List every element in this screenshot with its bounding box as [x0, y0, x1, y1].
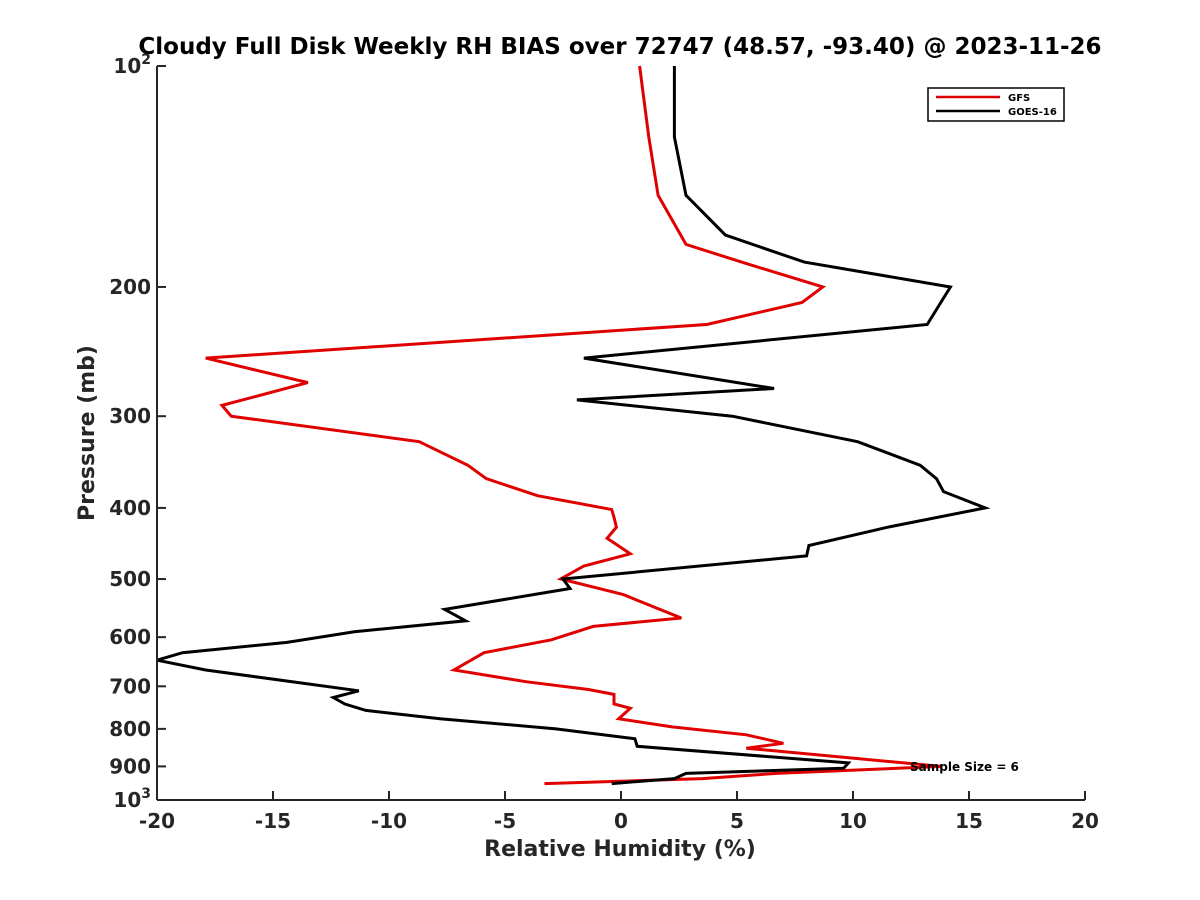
x-tick-label: 5	[730, 809, 744, 833]
x-tick-label: 15	[955, 809, 983, 833]
x-tick-label: -10	[371, 809, 407, 833]
y-tick-label: 200	[109, 275, 151, 299]
x-axis-title: Relative Humidity (%)	[484, 837, 756, 862]
y-tick-label: 400	[109, 496, 151, 520]
series-layer	[156, 65, 991, 786]
sample-size-annotation: Sample Size = 6	[910, 760, 1019, 774]
x-tick-label: -15	[255, 809, 291, 833]
x-tick-label: 10	[839, 809, 867, 833]
y-tick-label: 103	[113, 786, 151, 812]
y-axis-title: Pressure (mb)	[75, 345, 100, 521]
x-tick-label: -5	[494, 809, 516, 833]
y-tick-label: 900	[109, 754, 151, 778]
x-tick-label: 0	[614, 809, 628, 833]
x-tick-label: 20	[1071, 809, 1099, 833]
legend: GFS GOES-16	[927, 87, 1065, 122]
plot-area	[157, 66, 1085, 800]
y-tick-label: 700	[109, 674, 151, 698]
y-tick-label: 300	[109, 404, 151, 428]
axes-layer: -20 -15 -10 -5 0 5 10 15 20 102 200 300 400 500 600 700…	[109, 52, 1099, 833]
chart-title: Cloudy Full Disk Weekly RH BIAS over 727…	[138, 34, 1101, 60]
legend-label: GFS	[1008, 93, 1030, 104]
legend-box	[927, 87, 1065, 122]
x-tick-label: -20	[139, 809, 175, 833]
series-line-gfs	[205, 65, 942, 786]
plot-background	[157, 66, 1085, 800]
y-tick-label: 500	[109, 567, 151, 591]
y-tick-label: 800	[109, 717, 151, 741]
series-line-goes-16	[156, 66, 991, 786]
y-tick-label: 600	[109, 625, 151, 649]
legend-label: GOES-16	[1008, 107, 1057, 118]
y-tick-label: 102	[113, 52, 151, 78]
